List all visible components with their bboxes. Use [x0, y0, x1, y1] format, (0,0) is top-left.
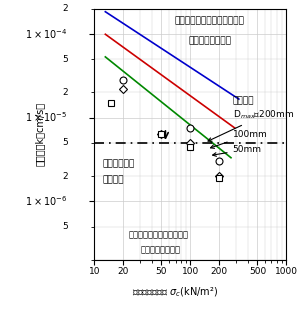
Text: 破砕・転圧土の三軸試験装置: 破砕・転圧土の三軸試験装置 [175, 16, 245, 25]
Text: 等方圧密応力　 $\sigma_c$(kN/m²): 等方圧密応力 $\sigma_c$(kN/m²) [132, 285, 218, 299]
Text: $1\times10^{-4}$: $1\times10^{-4}$ [25, 27, 68, 41]
Text: 5: 5 [62, 222, 68, 231]
Text: の基準値: の基準値 [102, 176, 124, 185]
Text: 2: 2 [62, 172, 68, 181]
Text: 100mm: 100mm [210, 130, 267, 149]
Text: D$_{max}$＝200mm: D$_{max}$＝200mm [208, 109, 294, 141]
Text: 50mm: 50mm [213, 145, 262, 156]
Text: 5: 5 [62, 138, 68, 147]
Text: を用いた透水試験: を用いた透水試験 [188, 36, 231, 45]
Text: 2: 2 [62, 88, 68, 97]
Y-axis label: 透水係数k（cm/s）: 透水係数k（cm/s） [35, 102, 45, 166]
Text: 2: 2 [62, 4, 68, 13]
Text: $1\times10^{-6}$: $1\times10^{-6}$ [25, 194, 68, 208]
Text: 5: 5 [62, 55, 68, 64]
Text: （一般軟弱土用）: （一般軟弱土用） [140, 245, 181, 254]
Text: 破砕粒径: 破砕粒径 [233, 96, 254, 105]
Text: ため池遮水材: ため池遮水材 [102, 159, 134, 168]
Text: 固化材：セメント系固化材: 固化材：セメント系固化材 [129, 230, 189, 239]
Text: $1\times10^{-5}$: $1\times10^{-5}$ [25, 111, 68, 125]
